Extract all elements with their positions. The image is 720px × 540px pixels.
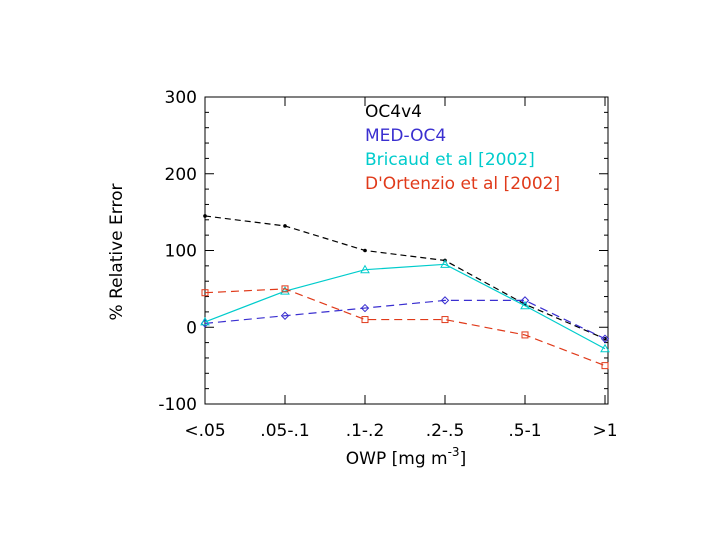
data-point-marker (281, 285, 289, 293)
data-point-marker (441, 316, 449, 324)
data-point-marker (521, 331, 529, 339)
data-point-marker (520, 296, 530, 305)
data-point-marker (600, 334, 610, 343)
data-point-marker (280, 311, 290, 320)
data-point-marker (360, 303, 370, 313)
series-line (204, 263, 606, 350)
legend: OC4v4 MED-OC4 Bricaud et al [2002] D'Ortenz… (365, 102, 560, 194)
y-tick-label: -100 (158, 395, 197, 415)
legend-entry: Bricaud et al [2002] (365, 150, 535, 170)
data-point-marker (440, 296, 450, 305)
axis-ticks (204, 96, 608, 405)
series-line (204, 288, 606, 367)
y-tick-label: 0 (186, 318, 197, 338)
legend-entry: MED-OC4 (365, 126, 446, 146)
series-line (204, 215, 606, 340)
legend-entry: D'Ortenzio et al [2002] (365, 174, 560, 194)
x-tick-label: >1 (592, 421, 617, 441)
series-line (204, 299, 606, 340)
data-point-marker (203, 214, 207, 218)
data-point-marker (440, 259, 450, 268)
data-point-marker (360, 264, 370, 274)
y-tick-label: 300 (165, 88, 197, 108)
series-layer (200, 214, 610, 370)
x-axis-title-superscript: -3 (448, 445, 460, 459)
y-axis-title: % Relative Error (107, 184, 127, 321)
y-tick-label: 200 (165, 165, 197, 185)
data-point-marker (200, 316, 210, 326)
tick-labels: -100 0 100 200 300 <.05 .05-.1 .1-.2 .2-.5 .5-1 >1 (158, 88, 617, 441)
data-point-marker (361, 316, 369, 324)
x-axis-title: OWP [mg m-3] (346, 445, 466, 469)
data-point-marker (201, 289, 209, 297)
data-point-marker (363, 248, 367, 253)
data-point-marker (280, 286, 290, 295)
data-point-marker (520, 300, 530, 310)
x-tick-label: .5-1 (508, 421, 541, 441)
x-axis-title-main: OWP [mg m (346, 449, 448, 469)
legend-entry: OC4v4 (365, 102, 422, 122)
x-axis-title-close: ] (460, 449, 467, 469)
x-tick-label: <.05 (184, 421, 225, 441)
data-point-marker (600, 343, 610, 353)
y-tick-label: 100 (165, 242, 197, 262)
x-tick-label: .05-.1 (260, 421, 309, 441)
x-tick-label: .2-.5 (426, 421, 465, 441)
x-tick-label: .1-.2 (346, 421, 385, 441)
data-point-marker (283, 224, 287, 228)
data-point-marker (601, 362, 609, 370)
